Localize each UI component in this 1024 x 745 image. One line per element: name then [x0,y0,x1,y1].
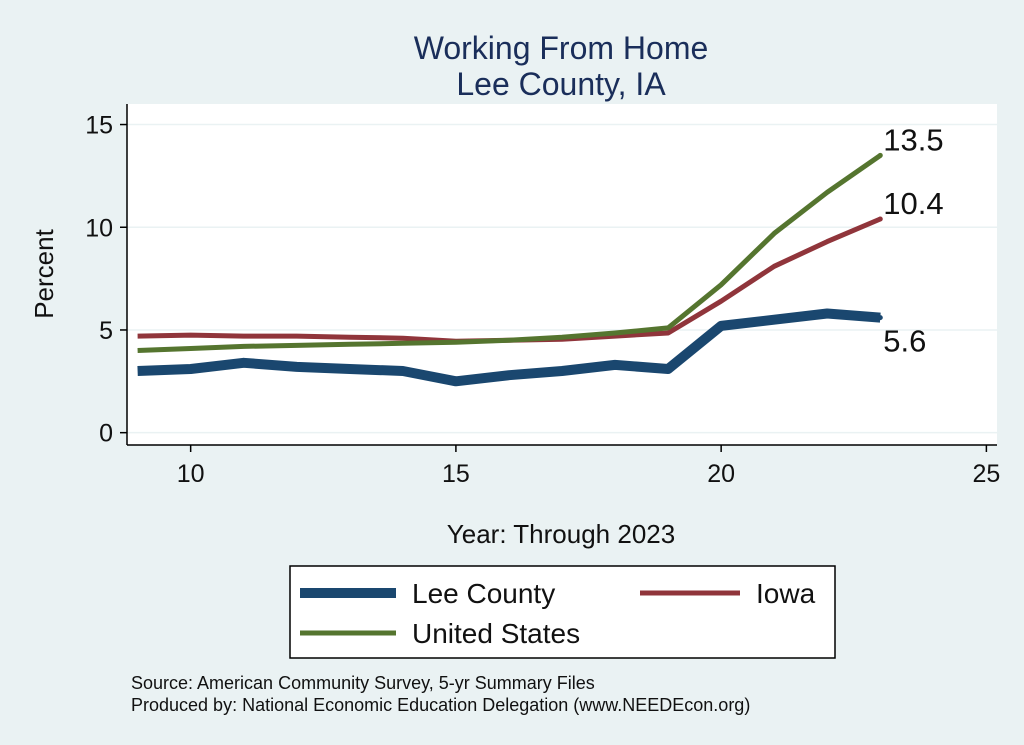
end-label-iowa: 10.4 [883,186,943,221]
series-layer [137,152,883,387]
chart-subtitle: Lee County, IA [456,66,666,102]
y-axis-title: Percent [29,228,59,318]
x-tick-label: 25 [972,460,1000,488]
legend-box [289,565,836,659]
y-tick-label: 0 [99,420,113,448]
legend-item-united-states: United States [300,618,580,649]
x-tick-label: 20 [707,460,735,488]
source-note: Source: American Community Survey, 5-yr … [131,673,595,693]
tick-layer: 0 5 10 15 10 15 20 25 [85,112,1000,488]
legend-item-iowa: Iowa [640,578,816,609]
legend-item-lee-county: Lee County [300,578,555,609]
x-tick-label: 15 [442,460,470,488]
legend-label-united-states: United States [412,618,580,649]
end-label-layer: 5.6 10.4 13.5 [883,122,943,358]
series-line-lee-county [137,308,881,387]
end-label-lee-county: 5.6 [883,324,926,359]
legend-label-iowa: Iowa [756,578,816,609]
end-point-iowa [877,216,883,222]
y-tick-label: 5 [99,317,113,345]
producer-note: Produced by: National Economic Education… [131,695,750,715]
end-point-united-states [877,152,883,158]
plot-area [127,104,997,445]
y-tick-label: 15 [85,112,113,140]
series-line-united-states [137,153,882,353]
x-axis-title: Year: Through 2023 [447,519,675,549]
chart-title: Working From Home [414,30,709,66]
y-tick-label: 10 [85,214,113,242]
end-point-lee-county [877,315,883,321]
grid-layer [127,123,997,434]
legend-label-lee-county: Lee County [412,578,555,609]
end-label-united-states: 13.5 [883,122,943,157]
x-tick-label: 10 [177,460,205,488]
